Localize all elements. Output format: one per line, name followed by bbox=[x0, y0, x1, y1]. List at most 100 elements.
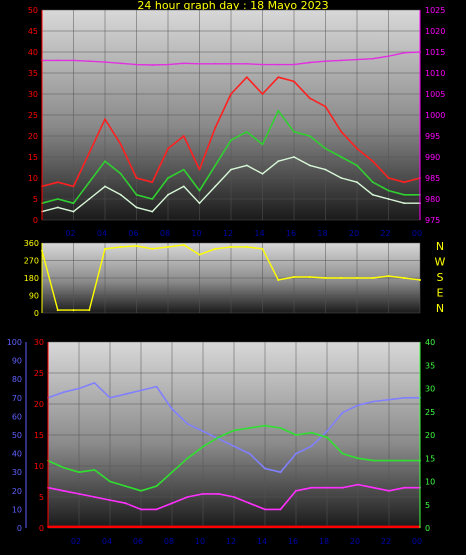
temp-x-tick: 22 bbox=[381, 537, 391, 546]
direction-point bbox=[72, 309, 75, 312]
temp-point-rain bbox=[202, 525, 204, 528]
direction-point bbox=[261, 247, 264, 250]
temp-point-temperature bbox=[248, 502, 251, 505]
direction-point bbox=[135, 244, 138, 247]
wind-point-speed_avg bbox=[214, 164, 217, 167]
temp-point-tempB bbox=[186, 457, 189, 460]
direction-compass-label: W bbox=[435, 256, 446, 269]
wind-point-gust bbox=[403, 181, 406, 184]
temp-point-tempB bbox=[310, 431, 313, 434]
temp-y-blue-tick: 30 bbox=[12, 468, 22, 477]
wind-point-speed bbox=[230, 168, 232, 171]
temp-y-blue-tick: 70 bbox=[12, 394, 22, 403]
wind-point-speed_avg bbox=[88, 181, 91, 184]
wind-point-pressure bbox=[245, 62, 248, 65]
wind-point-speed_avg bbox=[324, 147, 327, 150]
temp-point-humidity bbox=[124, 393, 127, 395]
direction-compass-label: E bbox=[437, 287, 444, 300]
direction-point bbox=[387, 275, 390, 278]
temp-point-rain bbox=[403, 525, 406, 528]
temp-point-tempB bbox=[171, 471, 173, 474]
temp-x-tick: 10 bbox=[195, 537, 205, 546]
temp-x-tick: 02 bbox=[71, 537, 81, 546]
temp-point-humidity bbox=[62, 391, 65, 394]
temp-point-tempB bbox=[217, 436, 220, 439]
temp-point-temperature bbox=[326, 486, 328, 489]
temp-y-right-axis: 0 5 10 15 20 25 30 35 40 bbox=[419, 338, 435, 533]
temp-y-blue-tick: 10 bbox=[12, 505, 22, 514]
wind-point-gust bbox=[387, 177, 390, 179]
temp-point-rain bbox=[372, 525, 375, 528]
wind-point-speed_avg bbox=[403, 193, 406, 196]
wind-point-speed_avg bbox=[56, 198, 59, 200]
direction-point bbox=[88, 309, 91, 312]
wind-x-tick: 06 bbox=[128, 229, 138, 238]
wind-point-pressure bbox=[261, 63, 264, 66]
temp-point-temperature bbox=[279, 508, 282, 511]
temp-y-right-tick: 0 bbox=[425, 524, 430, 533]
temp-point-tempB bbox=[357, 457, 359, 460]
wind-point-speed bbox=[104, 185, 106, 188]
direction-point bbox=[245, 245, 248, 248]
direction-y-axis: 0 90 180 270 360 bbox=[24, 239, 43, 318]
temp-point-rain bbox=[93, 525, 96, 528]
wind-point-pressure bbox=[167, 63, 169, 66]
wind-point-gust bbox=[214, 126, 217, 129]
direction-point bbox=[214, 247, 217, 250]
temp-point-humidity bbox=[248, 452, 251, 455]
temp-point-rain bbox=[310, 525, 313, 528]
temp-point-rain bbox=[388, 525, 390, 528]
wind-point-pressure bbox=[135, 63, 138, 66]
wind-y-left-tick: 40 bbox=[28, 48, 38, 57]
temp-point-humidity bbox=[295, 452, 297, 455]
wind-point-pressure bbox=[88, 60, 91, 63]
temp-point-humidity bbox=[310, 445, 313, 448]
temp-point-humidity bbox=[155, 385, 158, 388]
temp-y-red-tick: 15 bbox=[34, 431, 44, 440]
wind-y-right-tick: 990 bbox=[425, 153, 440, 162]
wind-point-gust bbox=[371, 160, 374, 163]
temp-point-temperature bbox=[233, 496, 235, 498]
wind-y-right-tick: 995 bbox=[425, 132, 440, 141]
temp-point-tempB bbox=[279, 427, 282, 429]
temp-y-right-tick: 25 bbox=[425, 408, 435, 417]
wind-point-pressure bbox=[324, 60, 327, 63]
wind-y-left-axis: 0 5 10 15 20 25 30 35 40 45 50 bbox=[28, 6, 43, 225]
wind-point-speed_avg bbox=[387, 189, 390, 192]
wind-point-speed bbox=[277, 160, 280, 163]
wind-point-speed_avg bbox=[119, 172, 122, 175]
wind-y-left-tick: 15 bbox=[28, 153, 38, 162]
temp-point-tempB bbox=[264, 424, 266, 427]
wind-x-tick: 10 bbox=[191, 229, 201, 238]
direction-y-tick: 180 bbox=[24, 274, 39, 283]
temp-point-humidity bbox=[341, 411, 344, 414]
temp-point-temperature bbox=[264, 508, 266, 511]
direction-point bbox=[151, 247, 154, 250]
temp-y-red-tick: 5 bbox=[39, 493, 44, 502]
wind-y-left-tick: 35 bbox=[28, 69, 38, 78]
direction-y-tick: 270 bbox=[24, 257, 39, 266]
temp-point-humidity bbox=[140, 389, 142, 392]
direction-compass-label: N bbox=[436, 240, 444, 253]
wind-y-right-tick: 1015 bbox=[425, 48, 445, 57]
temp-point-temperature bbox=[310, 486, 313, 489]
wind-x-tick: 14 bbox=[254, 229, 264, 238]
wind-point-speed bbox=[308, 164, 311, 167]
temp-point-temperature bbox=[388, 489, 390, 492]
temp-point-temperature bbox=[62, 489, 65, 492]
wind-point-gust bbox=[356, 147, 358, 150]
wind-x-tick: 08 bbox=[160, 229, 170, 238]
wind-point-speed_avg bbox=[135, 193, 138, 196]
temp-point-humidity bbox=[372, 400, 375, 403]
temp-point-rain bbox=[124, 525, 127, 528]
temp-point-humidity bbox=[171, 408, 173, 410]
wind-point-gust bbox=[308, 97, 311, 100]
wind-point-gust bbox=[245, 76, 248, 79]
wind-point-speed bbox=[167, 193, 169, 196]
temp-point-rain bbox=[78, 525, 80, 528]
temp-point-rain bbox=[62, 525, 65, 528]
temp-point-tempB bbox=[388, 459, 390, 462]
temp-y-right-tick: 15 bbox=[425, 454, 435, 463]
temp-point-temperature bbox=[93, 496, 96, 498]
